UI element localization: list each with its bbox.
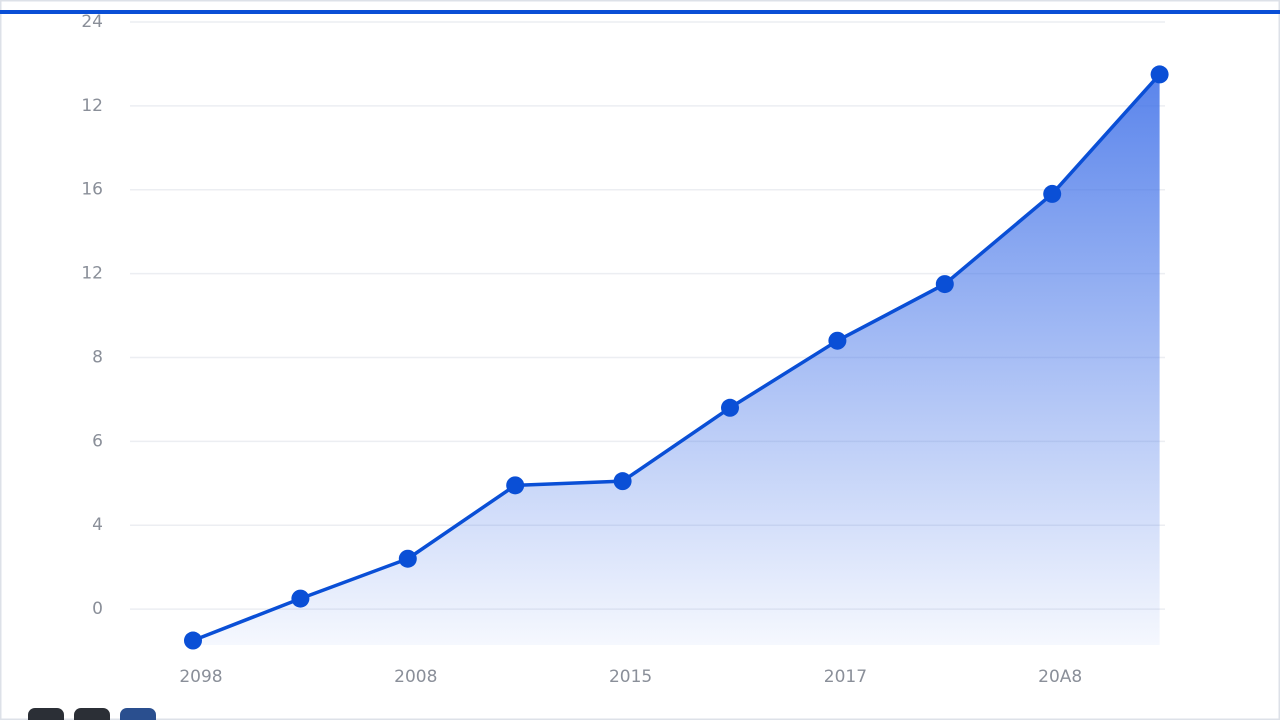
- y-tick-label: 6: [92, 431, 103, 451]
- top-bar: [0, 10, 1280, 14]
- point: [935, 275, 954, 294]
- y-tick-label: 4: [92, 515, 103, 535]
- point: [1150, 65, 1169, 84]
- x-tick-label: 2017: [824, 667, 867, 687]
- x-tick-label: 20A8: [1038, 667, 1082, 687]
- point: [506, 476, 525, 495]
- x-tick-label: 2008: [394, 667, 437, 687]
- y-tick-label: 12: [81, 264, 103, 284]
- point: [1043, 184, 1062, 203]
- area-fill: [193, 74, 1160, 645]
- line: [192, 73, 1161, 643]
- y-tick-label: 24: [81, 12, 103, 32]
- point: [291, 589, 310, 608]
- point: [398, 549, 417, 568]
- x-tick-label: 2098: [179, 667, 222, 687]
- y-tick-label: 0: [92, 599, 103, 619]
- point: [828, 331, 847, 350]
- point: [184, 631, 202, 650]
- point: [721, 398, 739, 417]
- point: [613, 472, 632, 491]
- y-tick-label: 12: [81, 96, 103, 116]
- y-tick-label: 8: [92, 347, 103, 367]
- y-tick-label: 16: [81, 180, 103, 200]
- x-tick-label: 2015: [609, 667, 652, 687]
- toolbar-icons: [28, 708, 156, 724]
